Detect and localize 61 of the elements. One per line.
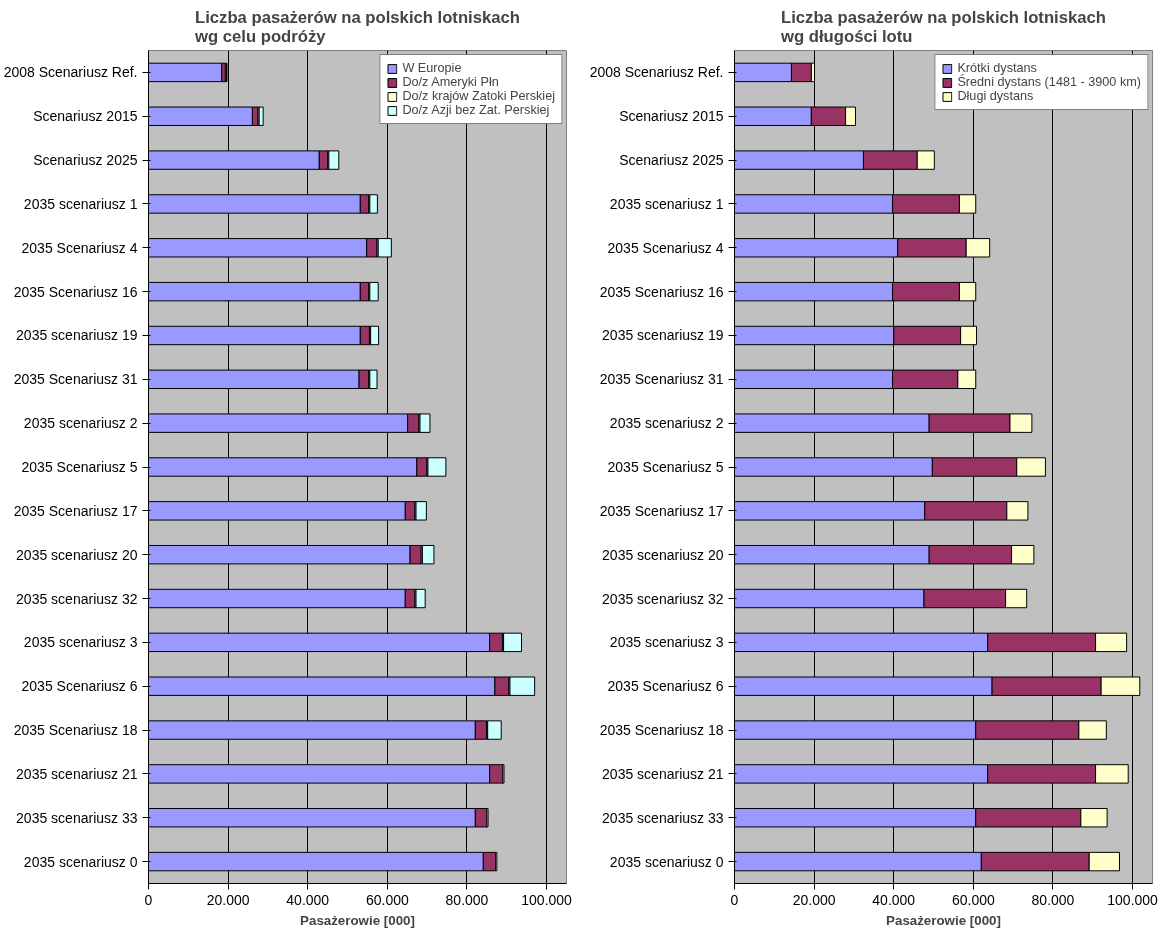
y-tick-label: 2035 scenariusz 0 [609, 853, 724, 870]
x-tick-label: 0 [730, 891, 739, 908]
x-tick-label: 60.000 [365, 891, 409, 908]
x-tick-label: 60.000 [951, 891, 995, 908]
y-tick-label: 2035 scenariusz 32 [602, 590, 724, 607]
y-tick-label: 2035 Scenariusz 17 [599, 502, 724, 519]
y-tick-label: 2035 Scenariusz 17 [13, 502, 138, 519]
y-tick-label: 2035 Scenariusz 4 [21, 239, 138, 256]
y-tick-label: 2035 Scenariusz 31 [599, 371, 724, 388]
y-tick-label: 2035 scenariusz 2 [23, 415, 138, 432]
y-tick-label: 2035 scenariusz 33 [16, 809, 138, 826]
x-tick-label: 20.000 [792, 891, 836, 908]
legend-label: Krótki dystans [957, 61, 1037, 75]
x-tick-label: 20.000 [206, 891, 250, 908]
x-tick-label: 40.000 [286, 891, 330, 908]
y-tick-label: 2035 Scenariusz 5 [607, 459, 724, 475]
x-tick-label: 80.000 [1031, 891, 1075, 908]
y-tick-label: 2035 scenariusz 1 [609, 195, 724, 212]
x-tick-label: 100.000 [521, 891, 573, 908]
y-tick-label: Scenariusz 2015 [33, 108, 138, 125]
y-tick-label: 2035 Scenariusz 16 [13, 283, 138, 300]
y-tick-label: 2035 scenariusz 19 [16, 327, 138, 344]
y-tick-label: 2008 Scenariusz Ref. [589, 64, 724, 81]
y-tick-label: 2035 scenariusz 33 [602, 809, 724, 826]
y-tick-label: Scenariusz 2015 [619, 108, 724, 125]
y-tick-label: 2035 scenariusz 32 [16, 590, 138, 607]
legend-label: W Europie [402, 61, 462, 75]
y-tick-label: 2035 Scenariusz 18 [599, 722, 724, 739]
legend-label: Do/z Azji bez Zat. Perskiej [402, 103, 550, 117]
chart-title: Liczba pasażerów na polskich lotniskach wg długości lotu [780, 7, 1106, 46]
y-tick-label: 2035 scenariusz 0 [23, 853, 138, 870]
y-tick-label: 2035 Scenariusz 6 [21, 678, 138, 695]
y-tick-label: 2035 Scenariusz 4 [607, 239, 724, 256]
x-axis-title: Pasażerowie [000] [300, 912, 415, 928]
y-tick-label: 2035 scenariusz 2 [609, 415, 724, 432]
x-tick-label: 40.000 [872, 891, 916, 908]
chart-title: Liczba pasażerów na polskich lotniskach wg celu podróży [194, 7, 520, 46]
x-axis-title: Pasażerowie [000] [886, 912, 1001, 928]
y-tick-label: 2035 scenariusz 21 [602, 765, 724, 782]
y-tick-label: 2008 Scenariusz Ref. [3, 64, 138, 81]
y-tick-label: 2035 Scenariusz 5 [21, 459, 138, 475]
legend-label: Do/z Ameryki Płn [402, 75, 499, 89]
y-tick-label: 2035 Scenariusz 16 [599, 283, 724, 300]
x-tick-label: 80.000 [445, 891, 489, 908]
y-tick-label: 2035 scenariusz 20 [602, 546, 724, 563]
legend-label: Długi dystans [957, 89, 1034, 103]
y-tick-label: 2035 scenariusz 1 [23, 195, 138, 212]
x-tick-label: 100.000 [1107, 891, 1159, 908]
x-tick-label: 0 [144, 891, 153, 908]
y-tick-label: 2035 scenariusz 20 [16, 546, 138, 563]
legend-label: Do/z krajów Zatoki Perskiej [402, 89, 555, 103]
y-tick-label: 2035 scenariusz 3 [23, 634, 138, 651]
y-tick-label: 2035 scenariusz 21 [16, 765, 138, 782]
y-tick-label: 2035 Scenariusz 18 [13, 722, 138, 739]
legend-label: Średni dystans (1481 - 3900 km) [957, 75, 1141, 89]
y-tick-label: 2035 Scenariusz 31 [13, 371, 138, 388]
y-tick-label: 2035 Scenariusz 6 [607, 678, 724, 695]
y-tick-label: Scenariusz 2025 [619, 152, 724, 169]
y-tick-label: Scenariusz 2025 [33, 152, 138, 169]
y-tick-label: 2035 scenariusz 3 [609, 634, 724, 651]
y-tick-label: 2035 scenariusz 19 [602, 327, 724, 344]
